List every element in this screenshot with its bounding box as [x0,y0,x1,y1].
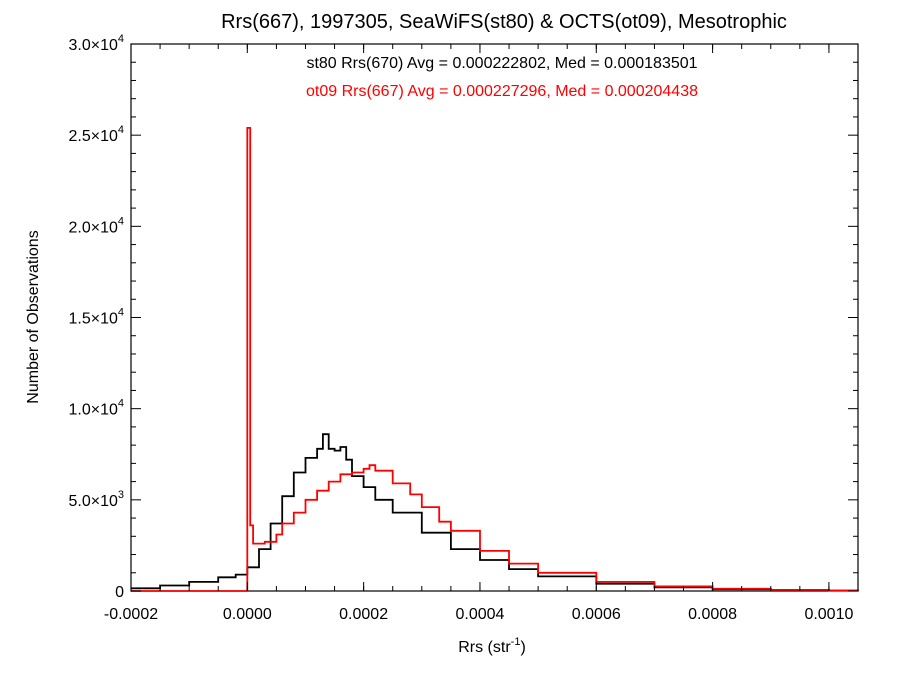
chart-title: Rrs(667), 1997305, SeaWiFS(st80) & OCTS(… [221,11,787,33]
x-tick-label: 0.0000 [223,606,272,623]
x-tick-label: 0.0008 [688,606,737,623]
tick-layer: -0.0002 0.0000 0.0002 0.0004 0.0006 0.0008 0.0… [68,33,859,623]
y-tick-label: 2.5×104 [68,124,124,145]
plot-frame [130,43,859,592]
series-layer [131,127,859,592]
y-axis-label: Number of Observations [25,230,42,403]
x-tick-label: -0.0002 [104,606,158,623]
histogram-series-st80 [131,433,859,592]
y-tick-label: 2.0×104 [68,215,124,236]
x-tick-label: 0.0010 [804,606,853,623]
y-tick-label: 1.5×104 [68,307,124,328]
y-tick-label: 1.0×104 [68,398,124,419]
y-tick-label: 5.0×103 [68,489,124,510]
annotation-ot09-stats: ot09 Rrs(667) Avg = 0.000227296, Med = 0… [306,83,698,100]
y-tick-label: 3.0×104 [68,33,124,54]
x-tick-label: 0.0004 [455,606,504,623]
x-tick-label: 0.0002 [339,606,388,623]
annotation-st80-stats: st80 Rrs(670) Avg = 0.000222802, Med = 0… [306,55,697,72]
y-tick-label: 0 [115,584,124,601]
x-axis-label: Rrs (str-1) [458,636,526,656]
histogram-series-ot09 [131,127,859,592]
x-tick-label: 0.0006 [572,606,621,623]
